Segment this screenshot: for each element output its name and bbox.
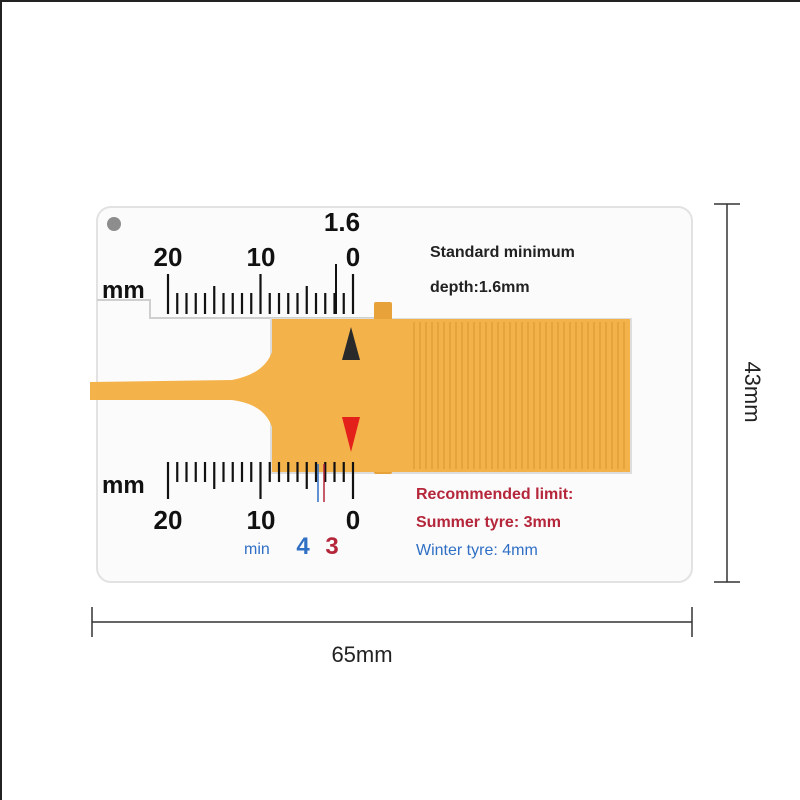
- bottom-label-0: 0: [346, 505, 360, 535]
- top-label-0: 0: [346, 242, 360, 272]
- depth-slider[interactable]: [90, 302, 630, 474]
- slider-grip-ribs: [413, 322, 625, 469]
- top-label-10: 10: [247, 242, 276, 272]
- standard-text-line1: Standard minimum: [430, 244, 575, 261]
- height-dimension: [714, 203, 740, 583]
- bottom-scale-unit: mm: [102, 472, 145, 499]
- height-label: 43mm: [740, 361, 765, 422]
- bottom-label-20: 20: [154, 505, 183, 535]
- width-label: 65mm: [331, 642, 392, 667]
- standard-text-line2: depth:1.6mm: [430, 279, 530, 296]
- summer-mark: 3: [325, 533, 338, 560]
- top-scale-ticks: [166, 274, 355, 314]
- winter-mark: 4: [296, 533, 310, 560]
- hang-hole: [107, 217, 121, 231]
- top-ruler-edge: [97, 299, 374, 319]
- min-label: min: [244, 541, 270, 558]
- top-scale-unit: mm: [102, 277, 145, 304]
- bottom-scale-ticks: [166, 462, 355, 499]
- down-arrow-icon: [342, 417, 360, 452]
- up-arrow-icon: [342, 327, 360, 360]
- min-depth-label: 1.6: [324, 207, 360, 237]
- bottom-label-10: 10: [247, 505, 276, 535]
- winter-tyre-text: Winter tyre: 4mm: [416, 542, 538, 559]
- width-dimension: [91, 607, 693, 637]
- summer-tyre-text: Summer tyre: 3mm: [416, 514, 561, 531]
- top-label-20: 20: [154, 242, 183, 272]
- recommended-title: Recommended limit:: [416, 486, 573, 503]
